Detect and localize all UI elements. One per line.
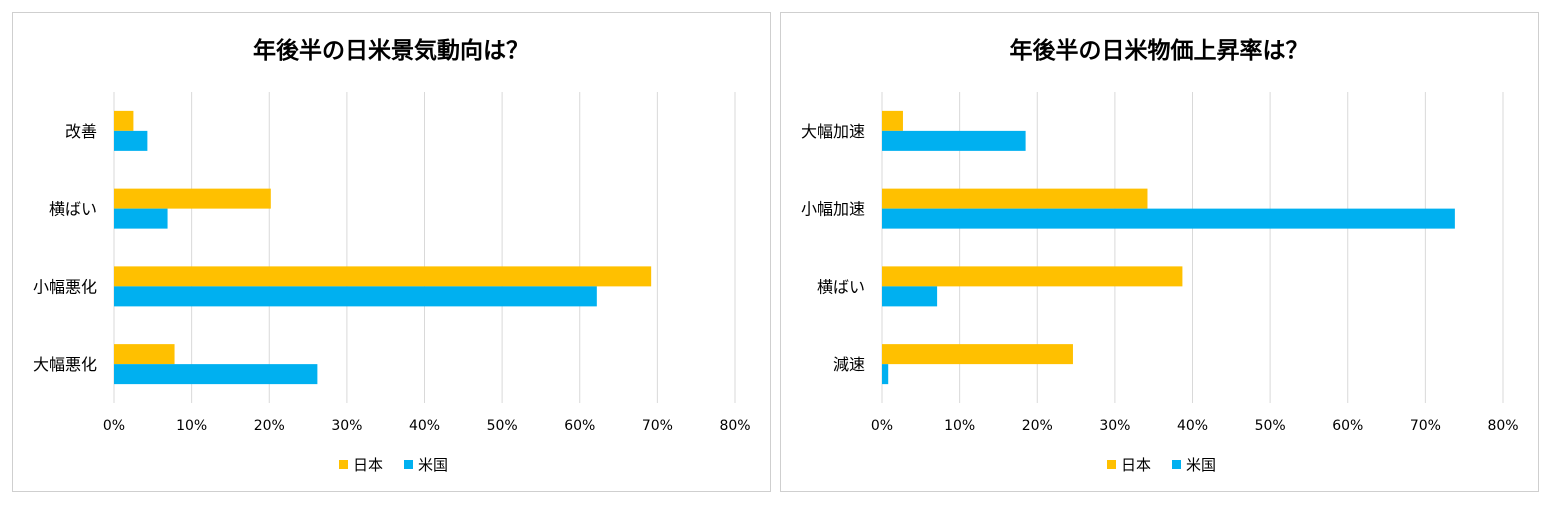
legend-label-japan: 日本 — [353, 456, 383, 474]
category-label: 減速 — [833, 355, 865, 374]
x-tick-label: 50% — [1255, 418, 1286, 434]
category-label: 小幅加速 — [801, 200, 865, 219]
x-tick-label: 30% — [1099, 418, 1130, 434]
legend-label-us: 米国 — [418, 456, 448, 474]
x-tick-label: 80% — [719, 418, 750, 434]
x-tick-label: 10% — [176, 418, 207, 434]
bar-us — [882, 130, 1026, 151]
x-tick-label: 10% — [944, 418, 975, 434]
legend-label-us: 米国 — [1186, 456, 1216, 474]
chart-title: 年後半の日米景気動向は？ — [253, 37, 529, 64]
bar-us — [882, 286, 938, 307]
bar-japan — [882, 344, 1073, 365]
legend-swatch-japan — [1107, 460, 1116, 469]
bar-us — [114, 286, 597, 307]
category-label: 大幅悪化 — [33, 355, 97, 374]
category-label: 改善 — [65, 122, 97, 141]
chart-panel-economy: 年後半の日米景気動向は？ 0% 10% 20% 30% 40% 50% 60% 70% 80% 改善… — [12, 12, 771, 492]
legend-label-japan: 日本 — [1121, 456, 1151, 474]
bar-japan — [882, 266, 1183, 287]
legend-swatch-us — [404, 460, 413, 469]
category-label: 小幅悪化 — [33, 277, 97, 296]
x-tick-label: 80% — [1487, 418, 1518, 434]
x-tick-label: 60% — [564, 418, 595, 434]
bar-japan — [114, 110, 134, 131]
chart-economy: 年後半の日米景気動向は？ 0% 10% 20% 30% 40% 50% 60% 70% 80% 改善… — [33, 37, 751, 474]
x-tick-label: 40% — [1177, 418, 1208, 434]
bar-us — [114, 130, 148, 151]
x-tick-label: 70% — [1410, 418, 1441, 434]
bar-us — [882, 208, 1455, 229]
x-tick-label: 60% — [1332, 418, 1363, 434]
x-tick-label: 20% — [1022, 418, 1053, 434]
chart-prices: 年後半の日米物価上昇率は？ 0% 10% 20% 30% 40% 50% 60% 70% 80% 大… — [801, 37, 1519, 474]
bar-japan — [882, 110, 903, 131]
bar-us — [882, 364, 889, 385]
category-label: 横ばい — [817, 277, 865, 296]
bar-us — [114, 208, 168, 229]
bar-japan — [114, 188, 271, 209]
chart-title: 年後半の日米物価上昇率は？ — [1010, 37, 1309, 64]
x-tick-label: 30% — [331, 418, 362, 434]
bar-japan — [882, 188, 1148, 209]
legend-swatch-japan — [339, 460, 348, 469]
x-tick-label: 0% — [103, 418, 125, 434]
x-tick-label: 20% — [254, 418, 285, 434]
category-label: 横ばい — [49, 200, 97, 219]
chart-panel-prices: 年後半の日米物価上昇率は？ 0% 10% 20% 30% 40% 50% 60% 70% 80% 大… — [780, 12, 1539, 492]
bar-us — [114, 364, 318, 385]
x-tick-label: 0% — [871, 418, 893, 434]
category-label: 大幅加速 — [801, 122, 865, 141]
x-tick-label: 50% — [487, 418, 518, 434]
legend-swatch-us — [1172, 460, 1181, 469]
bar-japan — [114, 344, 175, 365]
bar-japan — [114, 266, 652, 287]
x-tick-label: 70% — [642, 418, 673, 434]
x-tick-label: 40% — [409, 418, 440, 434]
